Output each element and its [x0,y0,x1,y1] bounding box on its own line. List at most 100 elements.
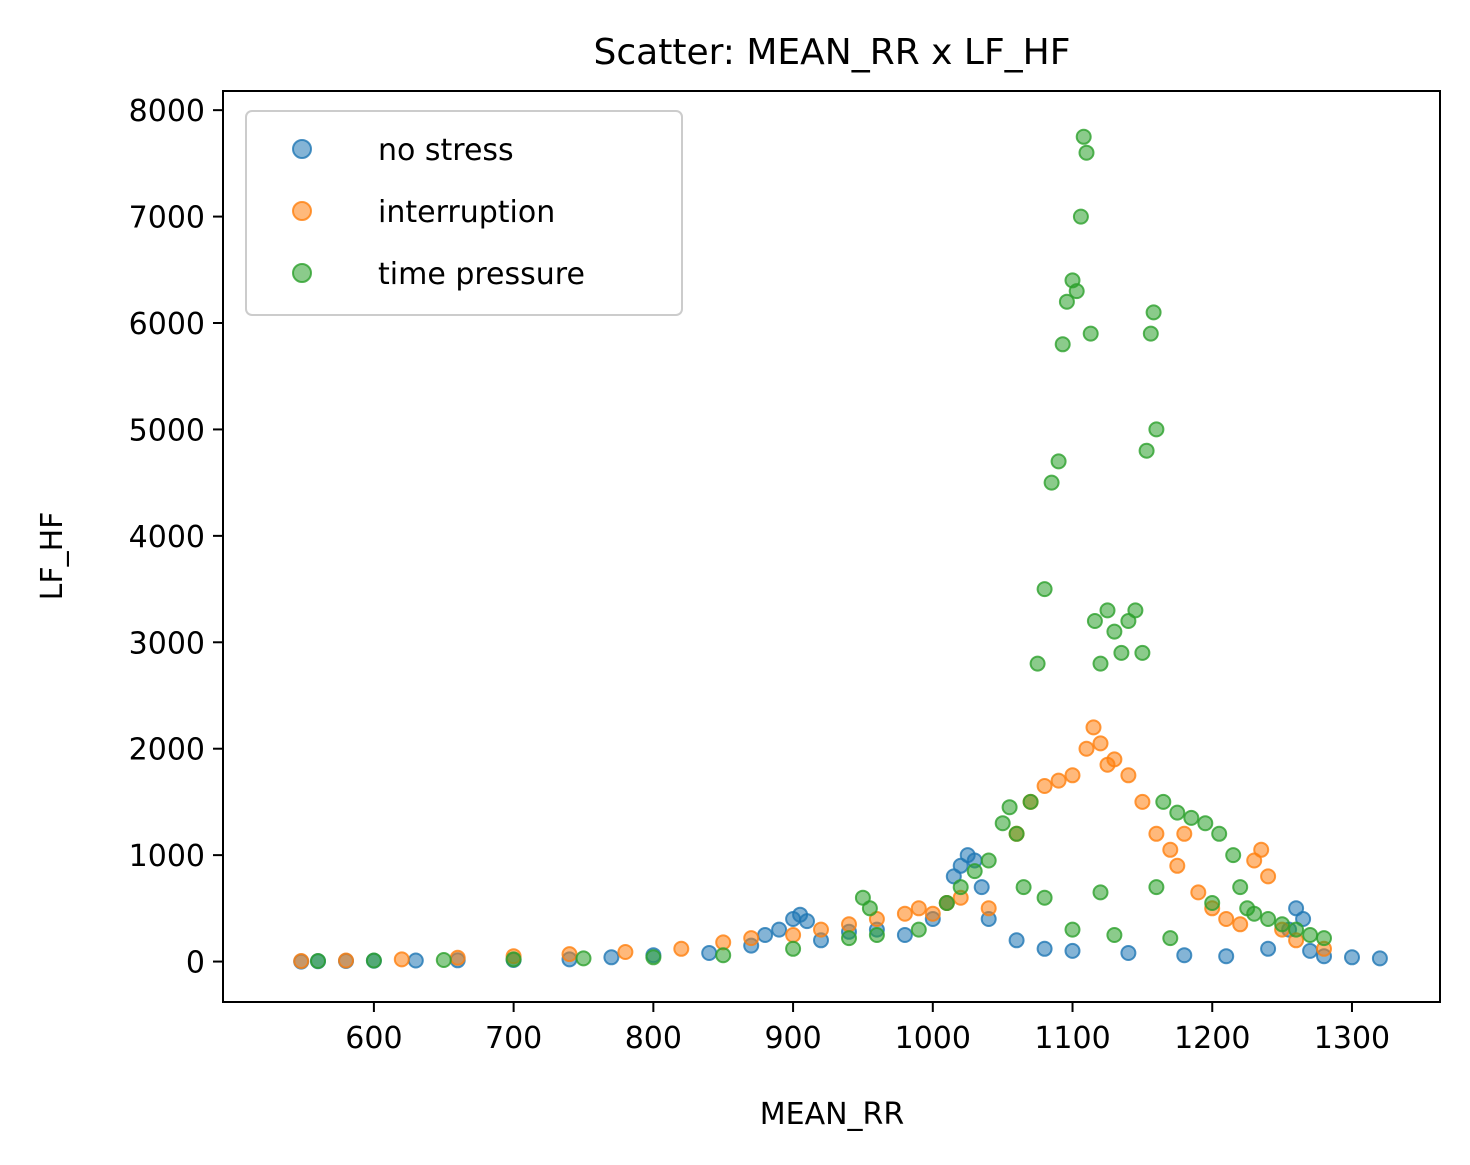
legend-label: interruption [378,195,555,230]
data-point [1036,581,1053,598]
data-point [1302,942,1319,959]
data-point [1106,927,1123,943]
data-point [1036,778,1053,794]
series-interruption [293,719,1332,969]
data-point [645,949,662,966]
data-point [1246,905,1263,922]
data-point [1176,947,1193,964]
y-axis-ticks: 0 1000 2000 3000 4000 5000 6000 7000 8000 [129,94,223,981]
y-tick-label: 4000 [129,520,205,555]
data-point [1232,916,1249,933]
data-point [924,905,941,922]
data-point [861,900,878,917]
data-point [1155,793,1172,810]
data-point [1344,949,1360,966]
data-point [1134,793,1151,810]
data-point [1008,825,1025,842]
data-point [1148,879,1165,896]
data-point [1072,208,1089,225]
data-point [1029,655,1046,672]
data-point [1078,144,1095,161]
data-point [771,921,788,938]
data-point [1204,895,1221,911]
data-point [1036,940,1053,957]
data-point [1036,889,1053,906]
data-point [1169,857,1186,874]
data-point [980,852,997,869]
data-point [1043,474,1060,491]
data-point [994,815,1011,832]
data-point [1078,740,1095,757]
data-point [561,946,578,963]
data-point [449,949,466,966]
data-point [966,863,983,880]
data-point [1113,644,1130,661]
data-point [1050,453,1067,470]
data-point [1082,325,1099,342]
data-point [1218,911,1235,927]
legend-label: time pressure [378,257,585,292]
data-point [1148,825,1165,842]
data-point [1075,128,1092,145]
data-point [799,913,815,930]
data-point [1001,799,1018,816]
data-point [841,916,857,933]
x-tick-label: 1200 [1174,1021,1250,1056]
data-point [1148,421,1165,438]
data-point [1064,942,1081,959]
data-point [505,951,522,968]
data-point [1169,804,1186,821]
legend: no stress interruption time pressure [245,110,683,316]
data-point [1085,719,1102,736]
data-point [1260,940,1277,957]
data-point [1260,868,1277,885]
data-point [1260,911,1277,927]
data-point [1064,767,1081,784]
data-point [1064,921,1081,938]
data-point [1092,735,1109,752]
data-point [1058,293,1075,310]
x-tick-label: 1300 [1314,1021,1390,1056]
data-point [1162,930,1179,947]
x-tick-label: 1000 [895,1021,971,1056]
data-point [1274,916,1291,933]
data-point [938,895,955,911]
x-tick-label: 800 [625,1021,682,1056]
legend-marker [292,201,312,221]
y-tick-label: 3000 [129,626,205,661]
data-point [617,944,634,960]
data-point [1008,932,1025,949]
data-point [393,951,410,968]
data-point [407,952,424,969]
data-point [1288,921,1305,938]
data-point [701,945,718,961]
data-point [952,879,969,896]
data-point [435,952,452,968]
data-point [310,953,326,969]
data-point [980,900,997,917]
data-point [896,905,913,922]
data-point [1050,772,1067,789]
data-point [1092,884,1109,901]
legend-marker [292,263,312,283]
y-tick-label: 1000 [129,839,205,874]
data-point [868,927,885,943]
data-point [1225,847,1242,864]
data-point [1015,879,1032,896]
data-point [973,879,990,896]
data-point [1302,927,1319,943]
data-point [1120,767,1137,784]
data-point [910,900,927,917]
data-point [1099,602,1116,619]
data-point [1142,325,1159,342]
legend-box [245,110,683,316]
data-point [1371,950,1388,967]
chart-title: Scatter: MEAN_RR x LF_HF [594,32,1071,73]
data-point [715,947,732,964]
data-point [1183,809,1200,826]
legend-label: no stress [378,133,514,168]
data-point [743,930,760,947]
data-point [365,952,382,969]
data-point [1086,613,1103,629]
